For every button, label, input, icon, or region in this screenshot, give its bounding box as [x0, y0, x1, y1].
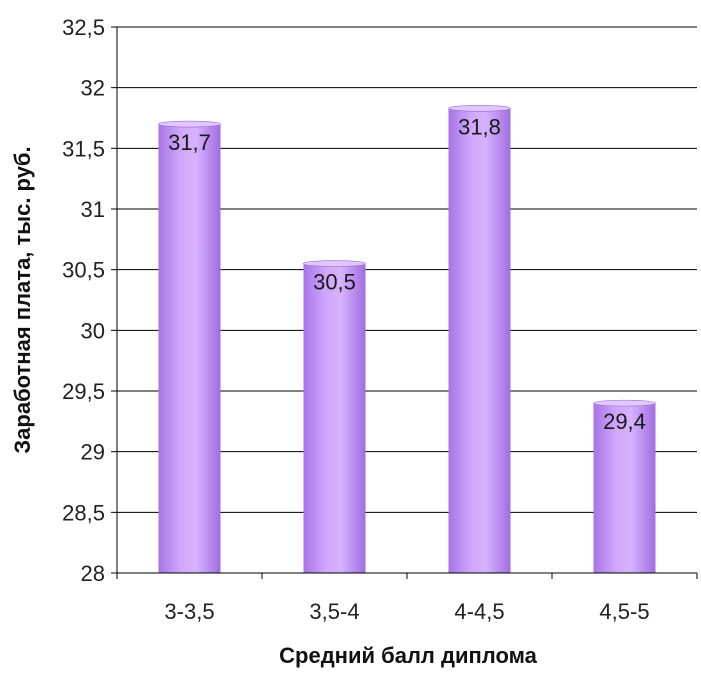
y-tick-label: 32	[81, 76, 105, 101]
bar-top	[303, 260, 366, 267]
y-tick-label: 31	[81, 197, 105, 222]
y-tick-label: 29,5	[62, 379, 105, 404]
x-tick-label: 3-3,5	[164, 599, 214, 624]
data-label: 31,7	[168, 130, 211, 155]
data-label: 31,8	[458, 114, 501, 139]
x-tick-label: 4,5-5	[599, 599, 649, 624]
y-tick-label: 28,5	[62, 500, 105, 525]
y-tick-label: 30	[81, 318, 105, 343]
y-tick-label: 31,5	[62, 136, 105, 161]
bar	[593, 403, 656, 573]
y-tick-label: 32,5	[62, 15, 105, 40]
y-tick-label: 29	[81, 440, 105, 465]
x-tick-label: 3,5-4	[309, 599, 359, 624]
data-label: 29,4	[603, 409, 646, 434]
bar	[303, 263, 366, 573]
bar-group	[303, 260, 366, 573]
bar-group	[158, 120, 221, 574]
bar	[158, 124, 221, 574]
bar-top	[448, 104, 511, 112]
axes	[111, 26, 698, 579]
bar-top	[593, 399, 656, 407]
y-tick-label: 30,5	[62, 258, 105, 283]
y-axis-title: Заработная плата, тыс. руб.	[10, 146, 35, 453]
bar-group	[593, 399, 656, 573]
y-tick-label: 28	[81, 561, 105, 586]
x-axis-title: Средний балл диплома	[279, 643, 537, 668]
data-label: 30,5	[313, 270, 356, 295]
bar-group	[448, 104, 511, 573]
bar	[448, 108, 511, 573]
bar-top	[158, 120, 221, 128]
x-tick-label: 4-4,5	[454, 599, 504, 624]
bars	[158, 104, 656, 574]
tick-labels: 28 28,5 29 29,5 30 30,5 31 31,5 32 32,5 31,7 3-3,5 3…	[62, 15, 649, 624]
